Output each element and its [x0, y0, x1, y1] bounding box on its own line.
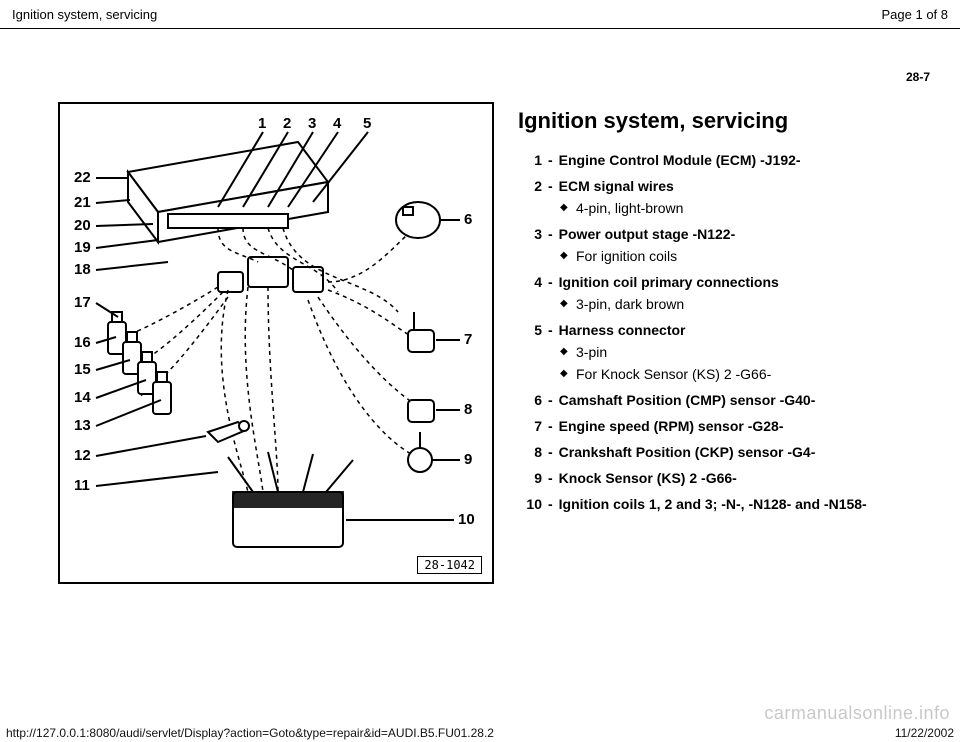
- item-9: 9-Knock Sensor (KS) 2 -G66-: [518, 470, 930, 486]
- item-head: 3-Power output stage -N122-: [518, 226, 930, 242]
- item-sublist: 3-pin, dark brown: [560, 296, 930, 312]
- item-label: Engine Control Module (ECM) -J192-: [559, 152, 930, 168]
- item-dash: -: [548, 444, 553, 460]
- figure: 1 2 3 4 5 22 21 20 19 18 17 16 15 14 13 …: [58, 102, 494, 584]
- item-list: 1-Engine Control Module (ECM) -J192-2-EC…: [518, 152, 930, 512]
- footer-date: 11/22/2002: [895, 726, 954, 740]
- item-4: 4-Ignition coil primary connections 3-pin…: [518, 274, 930, 312]
- item-number: 2: [518, 178, 542, 194]
- page-header: Ignition system, servicing Page 1 of 8: [0, 0, 960, 29]
- callout-4: 4: [333, 115, 342, 132]
- item-head: 8-Crankshaft Position (CKP) sensor -G4-: [518, 444, 930, 460]
- callout-12: 12: [74, 447, 91, 464]
- item-number: 3: [518, 226, 542, 242]
- item-number: 9: [518, 470, 542, 486]
- callout-11: 11: [74, 477, 90, 494]
- item-label: ECM signal wires: [559, 178, 930, 194]
- item-number: 1: [518, 152, 542, 168]
- item-3: 3-Power output stage -N122- For ignition …: [518, 226, 930, 264]
- figure-ref: 28-1042: [417, 556, 482, 574]
- callout-13: 13: [74, 417, 91, 434]
- item-head: 2-ECM signal wires: [518, 178, 930, 194]
- item-dash: -: [548, 152, 553, 168]
- item-dash: -: [548, 178, 553, 194]
- item-label: Harness connector: [559, 322, 930, 338]
- figure-svg-wrap: 1 2 3 4 5 22 21 20 19 18 17 16 15 14 13 …: [68, 112, 484, 574]
- item-6: 6-Camshaft Position (CMP) sensor -G40-: [518, 392, 930, 408]
- header-title: Ignition system, servicing: [12, 7, 157, 22]
- item-10: 10-Ignition coils 1, 2 and 3; -N-, -N128…: [518, 496, 930, 512]
- technical-diagram: 1 2 3 4 5 22 21 20 19 18 17 16 15 14 13 …: [68, 112, 484, 574]
- item-dash: -: [548, 470, 553, 486]
- item-2: 2-ECM signal wires 4-pin, light-brown: [518, 178, 930, 216]
- item-sub: For Knock Sensor (KS) 2 -G66-: [560, 366, 930, 382]
- callout-18: 18: [74, 261, 91, 278]
- callout-9: 9: [464, 451, 472, 468]
- item-dash: -: [548, 392, 553, 408]
- page-footer: http://127.0.0.1:8080/audi/servlet/Displ…: [6, 726, 954, 740]
- item-number: 6: [518, 392, 542, 408]
- item-dash: -: [548, 496, 553, 512]
- watermark: carmanualsonline.info: [764, 703, 950, 724]
- item-head: 5-Harness connector: [518, 322, 930, 338]
- callout-5: 5: [363, 115, 371, 132]
- callout-6: 6: [464, 211, 472, 228]
- item-head: 7-Engine speed (RPM) sensor -G28-: [518, 418, 930, 434]
- item-8: 8-Crankshaft Position (CKP) sensor -G4-: [518, 444, 930, 460]
- item-number: 7: [518, 418, 542, 434]
- item-1: 1-Engine Control Module (ECM) -J192-: [518, 152, 930, 168]
- item-head: 6-Camshaft Position (CMP) sensor -G40-: [518, 392, 930, 408]
- item-sublist: For ignition coils: [560, 248, 930, 264]
- content-column: Ignition system, servicing 1-Engine Cont…: [518, 102, 930, 584]
- item-label: Camshaft Position (CMP) sensor -G40-: [559, 392, 930, 408]
- item-sub: 3-pin: [560, 344, 930, 360]
- callout-7: 7: [464, 331, 472, 348]
- callout-3: 3: [308, 115, 316, 132]
- item-number: 5: [518, 322, 542, 338]
- page-ref: 28-7: [906, 70, 930, 84]
- main-title: Ignition system, servicing: [518, 108, 930, 134]
- item-dash: -: [548, 418, 553, 434]
- item-sublist: 3-pin For Knock Sensor (KS) 2 -G66-: [560, 344, 930, 382]
- header-page-info: Page 1 of 8: [882, 7, 949, 22]
- callout-8: 8: [464, 401, 472, 418]
- item-5: 5-Harness connector 3-pin For Knock Sensor…: [518, 322, 930, 382]
- item-label: Knock Sensor (KS) 2 -G66-: [559, 470, 930, 486]
- item-number: 8: [518, 444, 542, 460]
- callout-19: 19: [74, 239, 91, 256]
- footer-url: http://127.0.0.1:8080/audi/servlet/Displ…: [6, 726, 494, 740]
- item-number: 4: [518, 274, 542, 290]
- callout-16: 16: [74, 334, 91, 351]
- item-label: Power output stage -N122-: [559, 226, 930, 242]
- callout-1: 1: [258, 115, 266, 132]
- callout-15: 15: [74, 361, 91, 378]
- callout-20: 20: [74, 217, 91, 234]
- item-label: Ignition coils 1, 2 and 3; -N-, -N128- a…: [559, 496, 930, 512]
- main-content: 1 2 3 4 5 22 21 20 19 18 17 16 15 14 13 …: [58, 102, 930, 584]
- item-label: Crankshaft Position (CKP) sensor -G4-: [559, 444, 930, 460]
- item-label: Ignition coil primary connections: [559, 274, 930, 290]
- callout-2: 2: [283, 115, 291, 132]
- item-sub: 3-pin, dark brown: [560, 296, 930, 312]
- callout-21: 21: [74, 194, 91, 211]
- callout-14: 14: [74, 389, 91, 406]
- item-head: 1-Engine Control Module (ECM) -J192-: [518, 152, 930, 168]
- item-7: 7-Engine speed (RPM) sensor -G28-: [518, 418, 930, 434]
- item-sublist: 4-pin, light-brown: [560, 200, 930, 216]
- callout-17: 17: [74, 294, 91, 311]
- item-dash: -: [548, 274, 553, 290]
- item-dash: -: [548, 226, 553, 242]
- callout-22: 22: [74, 169, 91, 186]
- callout-10: 10: [458, 511, 475, 528]
- item-label: Engine speed (RPM) sensor -G28-: [559, 418, 930, 434]
- item-head: 9-Knock Sensor (KS) 2 -G66-: [518, 470, 930, 486]
- item-head: 10-Ignition coils 1, 2 and 3; -N-, -N128…: [518, 496, 930, 512]
- item-sub: 4-pin, light-brown: [560, 200, 930, 216]
- item-dash: -: [548, 322, 553, 338]
- item-sub: For ignition coils: [560, 248, 930, 264]
- item-head: 4-Ignition coil primary connections: [518, 274, 930, 290]
- item-number: 10: [518, 496, 542, 512]
